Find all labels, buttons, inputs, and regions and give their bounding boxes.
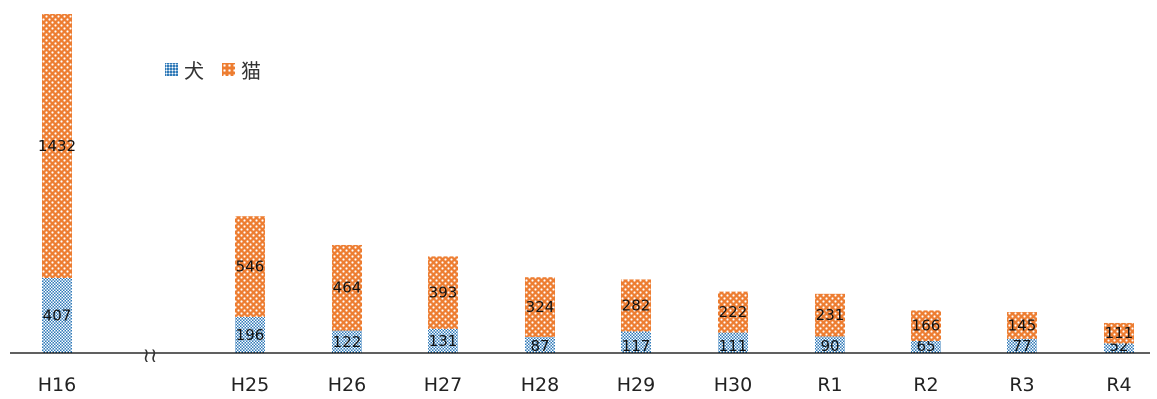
x-tick-labels: H16 H25 H26 H27 H28 H29 H30 R1 R2 R3 R4 <box>38 374 1132 396</box>
data-label-cat-H30: 222 <box>719 303 748 321</box>
data-label-dog-R1: 90 <box>820 337 839 355</box>
bar-cat-H29 <box>621 279 651 332</box>
x-tick-label-R2: R2 <box>913 374 938 396</box>
x-tick-label-H30: H30 <box>714 374 752 396</box>
data-label-cat-H26: 464 <box>333 279 362 297</box>
bar-dog-R4 <box>1104 343 1134 353</box>
bar-dog-R1 <box>815 336 845 353</box>
x-tick-label-R4: R4 <box>1106 374 1131 396</box>
data-label-dog-H29: 117 <box>622 337 651 355</box>
legend-item-cat: 猫 <box>222 55 261 84</box>
bar-cat-R1 <box>815 293 845 337</box>
axis-break-symbol: ≀≀ <box>143 343 158 367</box>
data-label-cat-H25: 546 <box>236 258 265 276</box>
data-label-dog-H27: 131 <box>429 332 458 350</box>
bar-cat-R2 <box>911 310 941 342</box>
legend-swatch-dog <box>165 63 178 76</box>
bar-dog-H28 <box>525 336 555 353</box>
bar-cat-H27 <box>428 256 458 329</box>
bar-cat-R4 <box>1104 322 1134 344</box>
data-label-cat-R4: 111 <box>1105 324 1134 342</box>
data-label-dog-R2: 65 <box>916 337 935 355</box>
bar-dog-H30 <box>718 332 748 353</box>
x-tick-label-R3: R3 <box>1009 374 1034 396</box>
data-label-dog-H30: 111 <box>719 337 748 355</box>
data-label-dog-H28: 87 <box>530 337 549 355</box>
data-label-dog-R3: 77 <box>1012 337 1031 355</box>
bar-cat-H25 <box>235 216 265 317</box>
x-tick-label-H25: H25 <box>231 374 269 396</box>
bar-dog-H29 <box>621 331 651 353</box>
data-label-cat-R2: 166 <box>912 317 941 335</box>
data-label-cat-R3: 145 <box>1008 316 1037 334</box>
legend: 犬 猫 <box>165 55 261 84</box>
bar-cat-R3 <box>1007 312 1037 339</box>
data-label-cat-H28: 324 <box>526 298 555 316</box>
bar-dog-R2 <box>911 341 941 353</box>
bar-cat-H28 <box>525 277 555 337</box>
data-label-dog-H26: 122 <box>333 333 362 351</box>
bar-dog-H25 <box>235 316 265 353</box>
data-label-cat-R1: 231 <box>816 306 845 324</box>
bar-dog-H26 <box>332 330 362 353</box>
data-label-dog-H25: 196 <box>236 326 265 344</box>
bar-dog-R3 <box>1007 338 1037 353</box>
bar-cat-H30 <box>718 291 748 333</box>
x-tick-label-H26: H26 <box>328 374 366 396</box>
legend-item-dog: 犬 <box>165 55 204 84</box>
data-label-dog-H16: 407 <box>43 306 72 324</box>
bar-dog-H16 <box>42 277 72 353</box>
x-tick-label-H28: H28 <box>521 374 559 396</box>
legend-swatch-cat <box>222 63 235 76</box>
bars-group: 407 1432 196 546 122 464 131 393 87 324 117 282 111 2… <box>38 14 1134 355</box>
bar-cat-H26 <box>332 244 362 331</box>
x-tick-label-H27: H27 <box>424 374 462 396</box>
x-tick-label-H29: H29 <box>617 374 655 396</box>
bar-cat-H16 <box>42 14 72 278</box>
x-tick-label-H16: H16 <box>38 374 76 396</box>
bar-dog-H27 <box>428 328 458 353</box>
x-tick-label-R1: R1 <box>817 374 842 396</box>
legend-label-cat: 猫 <box>241 59 261 83</box>
legend-label-dog: 犬 <box>184 59 204 83</box>
data-label-cat-H29: 282 <box>622 296 651 314</box>
data-label-cat-H16: 1432 <box>38 137 76 155</box>
data-label-cat-H27: 393 <box>429 284 458 302</box>
